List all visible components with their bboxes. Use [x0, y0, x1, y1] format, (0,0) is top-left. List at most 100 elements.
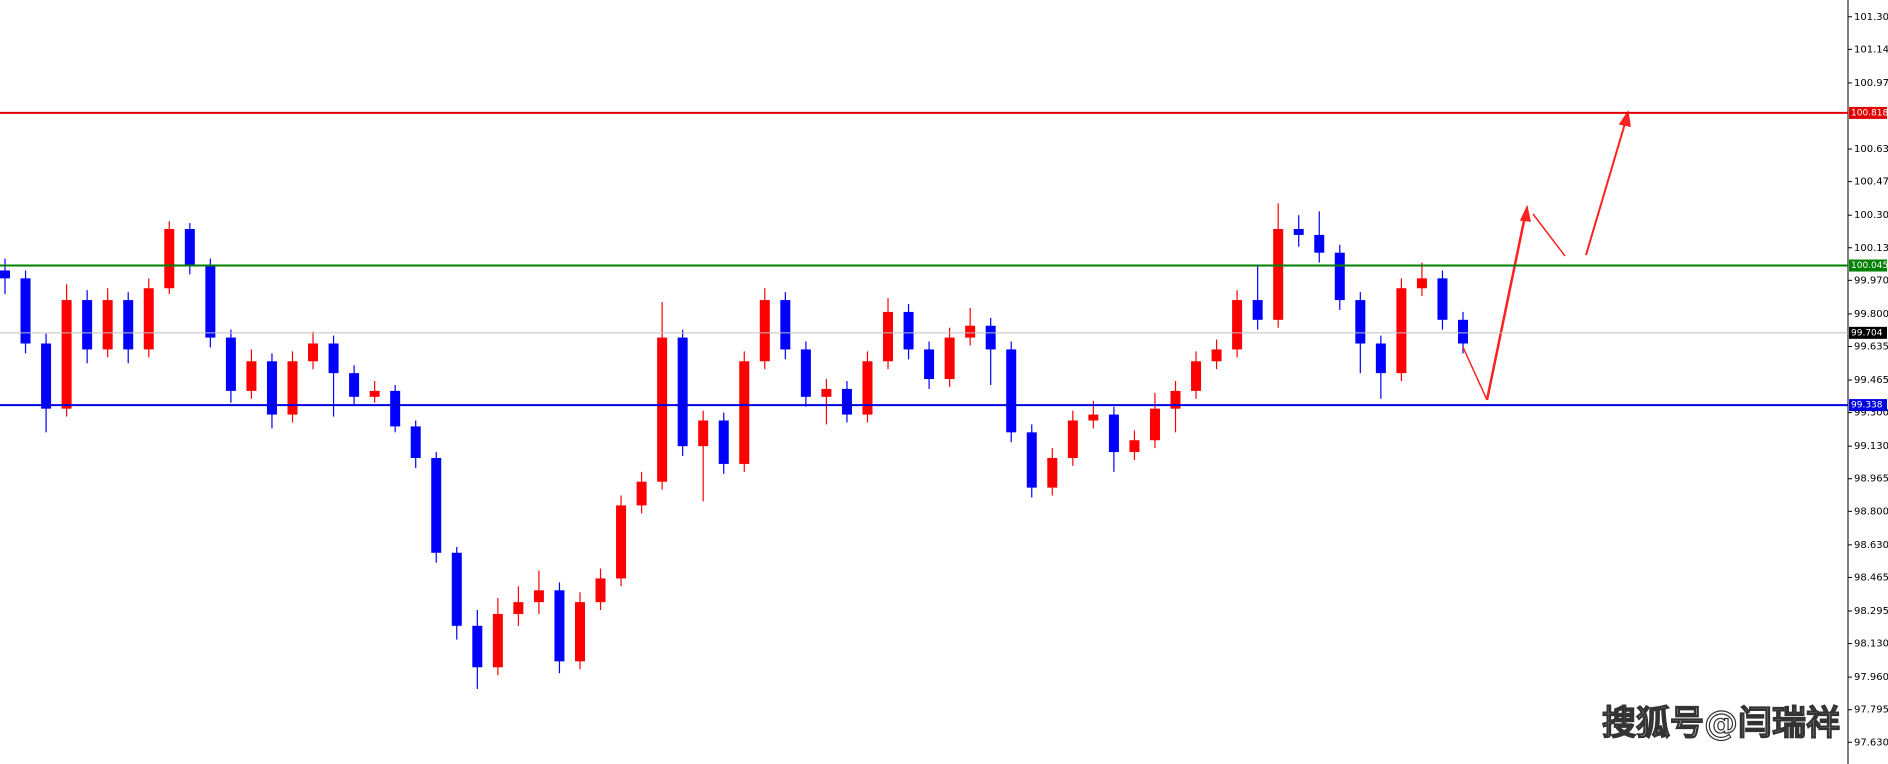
candle-body: [821, 388, 832, 397]
candle-body: [492, 613, 503, 668]
level-label: 99.704: [1851, 328, 1883, 338]
y-tick-label: 99.465: [1854, 375, 1888, 386]
y-tick-label: 100.300: [1854, 210, 1888, 221]
level-label-box: [1849, 106, 1887, 119]
candle-body: [1293, 229, 1304, 235]
y-tick-label: 101.140: [1854, 44, 1888, 55]
candle-body: [1026, 432, 1037, 488]
candle-body: [965, 325, 976, 338]
candle-body: [862, 361, 873, 415]
candle-body: [1437, 278, 1448, 320]
candle-body: [533, 590, 544, 603]
y-tick-label: 98.800: [1854, 506, 1888, 517]
candle-body: [82, 300, 93, 350]
arrow-segment: [1532, 213, 1566, 257]
y-tick-label: 100.135: [1854, 243, 1888, 254]
candle-body: [225, 337, 236, 391]
candle-body: [739, 361, 750, 464]
y-tick-label: 98.465: [1854, 572, 1888, 583]
candle-body: [184, 229, 195, 265]
candle-body: [451, 552, 462, 626]
candle-body: [102, 300, 113, 350]
candle-body: [636, 481, 647, 506]
candle-body: [657, 337, 668, 482]
candle-body: [1375, 343, 1386, 374]
candle-body: [1047, 458, 1058, 488]
y-tick-label: 98.295: [1854, 606, 1888, 617]
candle-body: [883, 311, 894, 362]
candle-body: [1170, 390, 1181, 409]
candle-body: [985, 325, 996, 350]
y-tick-label: 100.970: [1854, 78, 1888, 89]
candle-body: [903, 311, 914, 350]
candle-body: [349, 373, 360, 397]
candle-body: [554, 590, 565, 662]
candle-body: [472, 625, 483, 668]
y-tick-label: 99.800: [1854, 309, 1888, 320]
y-tick-label: 98.965: [1854, 474, 1888, 485]
watermark: 搜狐号@闫瑞祥: [1602, 704, 1840, 744]
candle-body: [698, 420, 709, 447]
candle-body: [308, 343, 319, 362]
candle-body: [61, 300, 72, 409]
candle-body: [944, 337, 955, 380]
y-tick-label: 99.130: [1854, 441, 1888, 452]
candle-body: [1458, 319, 1468, 344]
candle-body: [1211, 349, 1222, 362]
candle-body: [369, 390, 380, 397]
candle-body: [574, 602, 585, 662]
candle-body: [718, 420, 729, 464]
candle-body: [677, 337, 688, 447]
candle-body: [513, 602, 524, 614]
candle-body: [924, 349, 935, 380]
plot: [0, 203, 1468, 689]
y-tick-label: 97.960: [1854, 672, 1888, 683]
level-label: 100.818: [1851, 108, 1888, 118]
candle-body: [780, 300, 791, 350]
candle-body: [246, 361, 257, 391]
y-tick-label: 97.795: [1854, 705, 1888, 716]
candle-body: [1129, 440, 1140, 453]
arrow-segment: [1585, 119, 1627, 256]
candle-body: [1191, 361, 1202, 391]
y-tick-label: 99.635: [1854, 341, 1888, 352]
candle-body: [390, 390, 401, 427]
forecast-arrows: [1462, 109, 1631, 401]
candle-body: [410, 426, 421, 459]
candle-body: [1088, 414, 1099, 421]
candle-body: [1232, 300, 1243, 350]
candle-body: [123, 300, 134, 350]
candle-body: [41, 343, 52, 409]
candle-body: [1108, 414, 1119, 453]
candle-body: [328, 343, 339, 374]
y-tick-label: 101.305: [1854, 12, 1888, 23]
arrow-head: [1519, 204, 1531, 222]
candle-body: [1334, 252, 1345, 301]
candle-body: [143, 288, 154, 350]
arrow-segment: [1462, 346, 1488, 401]
candle-body: [0, 270, 10, 279]
level-label-box: [1849, 326, 1887, 339]
level-label-box: [1849, 259, 1887, 272]
candle-body: [1149, 408, 1160, 441]
level-label-box: [1849, 399, 1887, 412]
candle-body: [1252, 300, 1263, 320]
y-tick-label: 97.630: [1854, 737, 1888, 748]
candle-body: [266, 361, 277, 415]
y-tick-label: 99.300: [1854, 408, 1888, 419]
y-tick-label: 98.130: [1854, 639, 1888, 650]
level-label: 99.338: [1851, 401, 1883, 411]
candle-body: [800, 349, 811, 397]
candle-body: [1273, 229, 1284, 320]
y-tick-label: 98.630: [1854, 540, 1888, 551]
candle-body: [595, 578, 606, 603]
y-tick-label: 99.970: [1854, 275, 1888, 286]
level-label: 100.045: [1851, 261, 1888, 271]
candle-body: [1355, 300, 1366, 344]
candle-body: [20, 278, 31, 344]
candle-body: [287, 361, 298, 415]
y-tick-label: 100.470: [1854, 177, 1888, 188]
candle-body: [616, 505, 627, 579]
arrow-head: [1618, 109, 1631, 127]
